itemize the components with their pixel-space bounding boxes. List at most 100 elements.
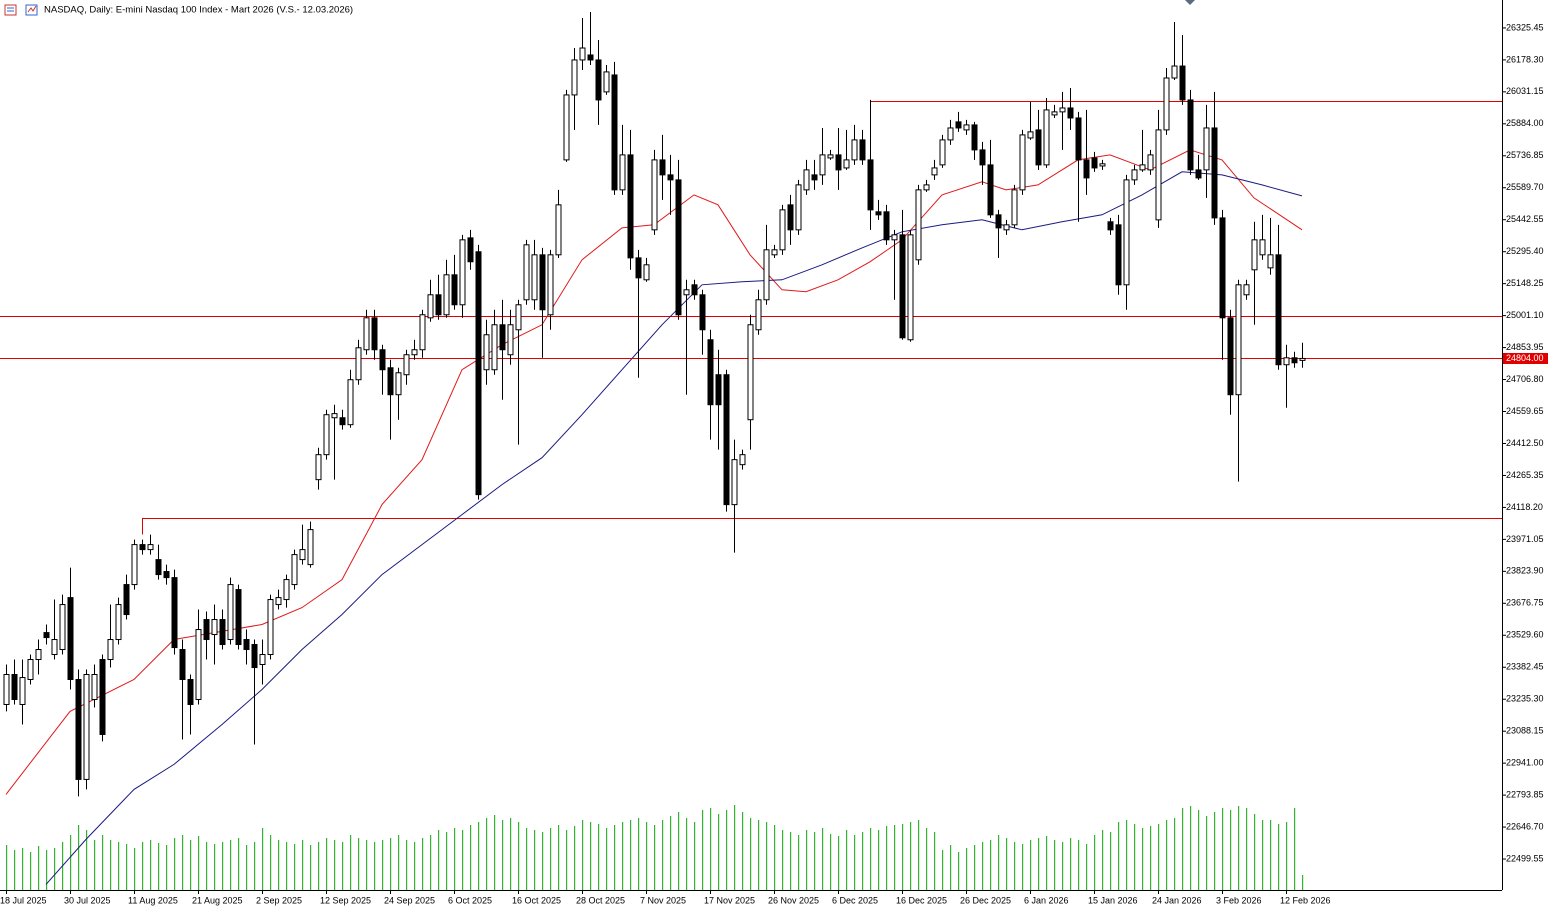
candle-body <box>1211 127 1218 219</box>
x-tick-label: 11 Aug 2025 <box>128 895 178 905</box>
candle-body <box>323 414 330 456</box>
volume-bar <box>1126 820 1128 890</box>
candle-body <box>443 274 450 316</box>
volume-bar <box>558 825 560 890</box>
candle-body <box>347 379 354 426</box>
y-tick-label: 24559.65 <box>1506 406 1544 416</box>
candle-body <box>587 54 594 61</box>
volume-bar <box>1158 824 1160 890</box>
candle-body <box>955 121 962 129</box>
candle-body <box>355 347 362 381</box>
candle-body <box>179 649 186 681</box>
plot-area <box>0 11 1502 890</box>
x-tick-label: 18 Jul 2025 <box>0 895 47 905</box>
y-tick-label: 22646.70 <box>1506 821 1544 831</box>
volume-bar <box>1014 842 1016 890</box>
volume-bar <box>54 848 56 890</box>
volume-bar <box>254 842 256 890</box>
volume-bar <box>598 824 600 890</box>
candle-body <box>67 597 74 681</box>
candle-body <box>779 209 786 251</box>
volume-bar <box>350 835 352 890</box>
volume-bar <box>1302 875 1304 890</box>
volume-bar <box>454 828 456 890</box>
x-tick-label: 2 Sep 2025 <box>256 895 302 905</box>
volume-bar <box>1062 842 1064 890</box>
candle-body <box>243 639 250 651</box>
volume-bar <box>1054 840 1056 890</box>
candle-body <box>83 674 90 780</box>
volume-bar <box>1094 835 1096 890</box>
candle-body <box>267 599 274 656</box>
volume-bar <box>582 820 584 890</box>
candle-body <box>1243 284 1250 296</box>
candle-body <box>771 249 778 256</box>
candle-body <box>755 299 762 331</box>
x-tick-label: 12 Feb 2026 <box>1280 895 1331 905</box>
candle-body <box>43 632 50 639</box>
icon <box>4 4 17 16</box>
candle-body <box>1131 169 1138 181</box>
candle-body <box>1115 224 1122 286</box>
candle-body <box>1059 107 1066 113</box>
volume-bar <box>390 838 392 890</box>
candle-body <box>1195 169 1202 179</box>
candle-body <box>891 234 898 241</box>
volume-bar <box>814 832 816 890</box>
volume-bar <box>702 810 704 890</box>
volume-bar <box>382 840 384 890</box>
candle-body <box>395 372 402 396</box>
y-tick-label: 25884.00 <box>1506 118 1544 128</box>
volume-bar <box>766 822 768 890</box>
volume-bar <box>838 836 840 890</box>
candle-body <box>3 674 10 705</box>
volume-bar <box>358 838 360 890</box>
candle-body <box>1163 77 1170 131</box>
candle-body <box>1227 317 1234 396</box>
volume-bar <box>486 818 488 890</box>
volume-bar <box>1150 826 1152 890</box>
volume-bar <box>934 832 936 890</box>
candle-body <box>619 154 626 191</box>
volume-bar <box>1046 836 1048 890</box>
volume-bar <box>758 820 760 890</box>
candle-body <box>1203 127 1210 171</box>
volume-bar <box>430 835 432 890</box>
volume-bar <box>1190 806 1192 890</box>
volume-bar <box>334 840 336 890</box>
candle-body <box>683 289 690 296</box>
volume-bar <box>542 832 544 890</box>
candle-body <box>571 59 578 96</box>
volume-bar <box>1294 808 1296 890</box>
volume-bar <box>966 848 968 890</box>
candle-body <box>547 254 554 316</box>
candle-body <box>827 154 834 159</box>
candle-body <box>675 179 682 316</box>
candle-body <box>1011 189 1018 226</box>
volume-bar <box>638 818 640 890</box>
candle-body <box>499 324 506 351</box>
volume-bar <box>518 822 520 890</box>
candle-body <box>1027 131 1034 139</box>
candle-body <box>739 454 746 466</box>
x-tick-label: 17 Nov 2025 <box>704 895 755 905</box>
candle-body <box>507 324 514 356</box>
volume-bar <box>494 815 496 890</box>
candle-body <box>747 324 754 421</box>
candle-body <box>555 204 562 256</box>
candle-body <box>419 314 426 351</box>
volume-bar <box>654 825 656 890</box>
volume-bar <box>110 840 112 890</box>
candle-body <box>627 154 634 259</box>
volume-bar <box>990 840 992 890</box>
candle-body <box>579 47 586 61</box>
volume-bar <box>150 840 152 890</box>
candle-body <box>219 619 226 646</box>
volume-bar <box>1070 838 1072 890</box>
candle-body <box>1259 239 1266 256</box>
y-tick-label: 26178.30 <box>1506 54 1544 64</box>
chart-title: NASDAQ, Daily: E-mini Nasdaq 100 Index -… <box>44 5 353 16</box>
volume-bar <box>142 842 144 890</box>
marker <box>1185 0 1195 5</box>
